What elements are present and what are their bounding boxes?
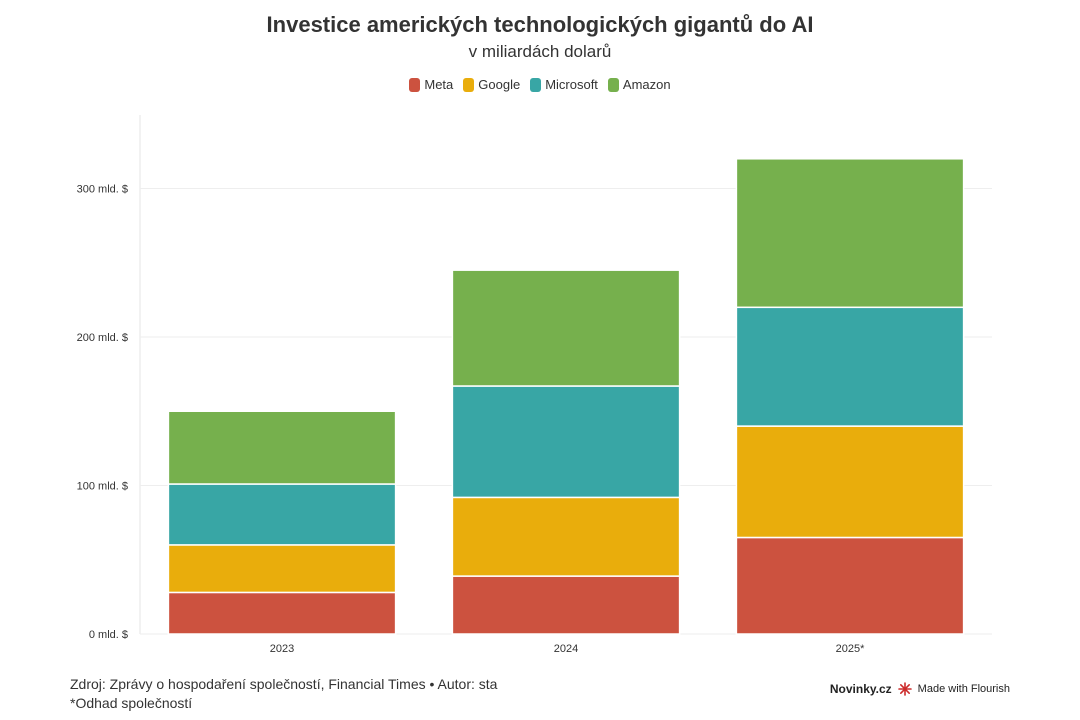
legend: Meta Google Microsoft Amazon [0,77,1080,92]
bar-amazon-2025[interactable] [735,158,965,309]
chart-title: Investice amerických technologických gig… [266,12,814,37]
bar-amazon-2024[interactable] [451,269,681,387]
y-tick-label: 0 mld. $ [89,629,128,641]
made-with-flourish: Made with Flourish [917,683,1010,695]
y-tick-label: 300 mld. $ [77,184,128,196]
x-tick-label: 2023 [270,643,294,655]
bar-amazon-2023[interactable] [167,410,397,485]
legend-swatch-microsoft [530,77,542,92]
legend-item-google[interactable]: Google [463,77,520,92]
bar-google-2023[interactable] [167,544,397,594]
bar-google-2025[interactable] [735,425,965,539]
bar-meta-2024[interactable] [451,575,681,635]
x-tick-label: 2025* [836,643,865,655]
bar-microsoft-2024[interactable] [451,385,681,499]
legend-item-amazon[interactable]: Amazon [607,77,671,92]
bar-microsoft-2025[interactable] [735,306,965,427]
bar-meta-2025[interactable] [735,536,965,635]
legend-item-meta[interactable]: Meta [409,77,453,92]
legend-label-microsoft: Microsoft [545,77,598,92]
chart-subtitle: v miliardách dolarů [468,42,612,61]
bar-meta-2023[interactable] [167,591,397,635]
source-note: Zdroj: Zprávy o hospodaření společností,… [70,676,498,692]
legend-label-amazon: Amazon [622,77,671,92]
brand-logo: Novinky.cz [829,682,892,696]
legend-item-microsoft[interactable]: Microsoft [530,77,598,92]
footer: Zdroj: Zprávy o hospodaření společností,… [70,675,497,713]
x-tick-label: 2024 [554,643,578,655]
credit[interactable]: Novinky.cz Made with Flourish [830,682,1010,696]
legend-swatch-google [463,77,475,92]
legend-swatch-meta [409,77,421,92]
y-tick-label: 200 mld. $ [77,332,128,344]
legend-label-google: Google [478,77,521,92]
bar-google-2024[interactable] [451,496,681,577]
legend-swatch-amazon [607,77,619,92]
y-tick-label: 100 mld. $ [77,481,128,493]
estimate-note: *Odhad společností [70,695,193,711]
flourish-icon [897,682,912,696]
legend-label-meta: Meta [424,77,454,92]
bar-microsoft-2023[interactable] [167,483,397,546]
